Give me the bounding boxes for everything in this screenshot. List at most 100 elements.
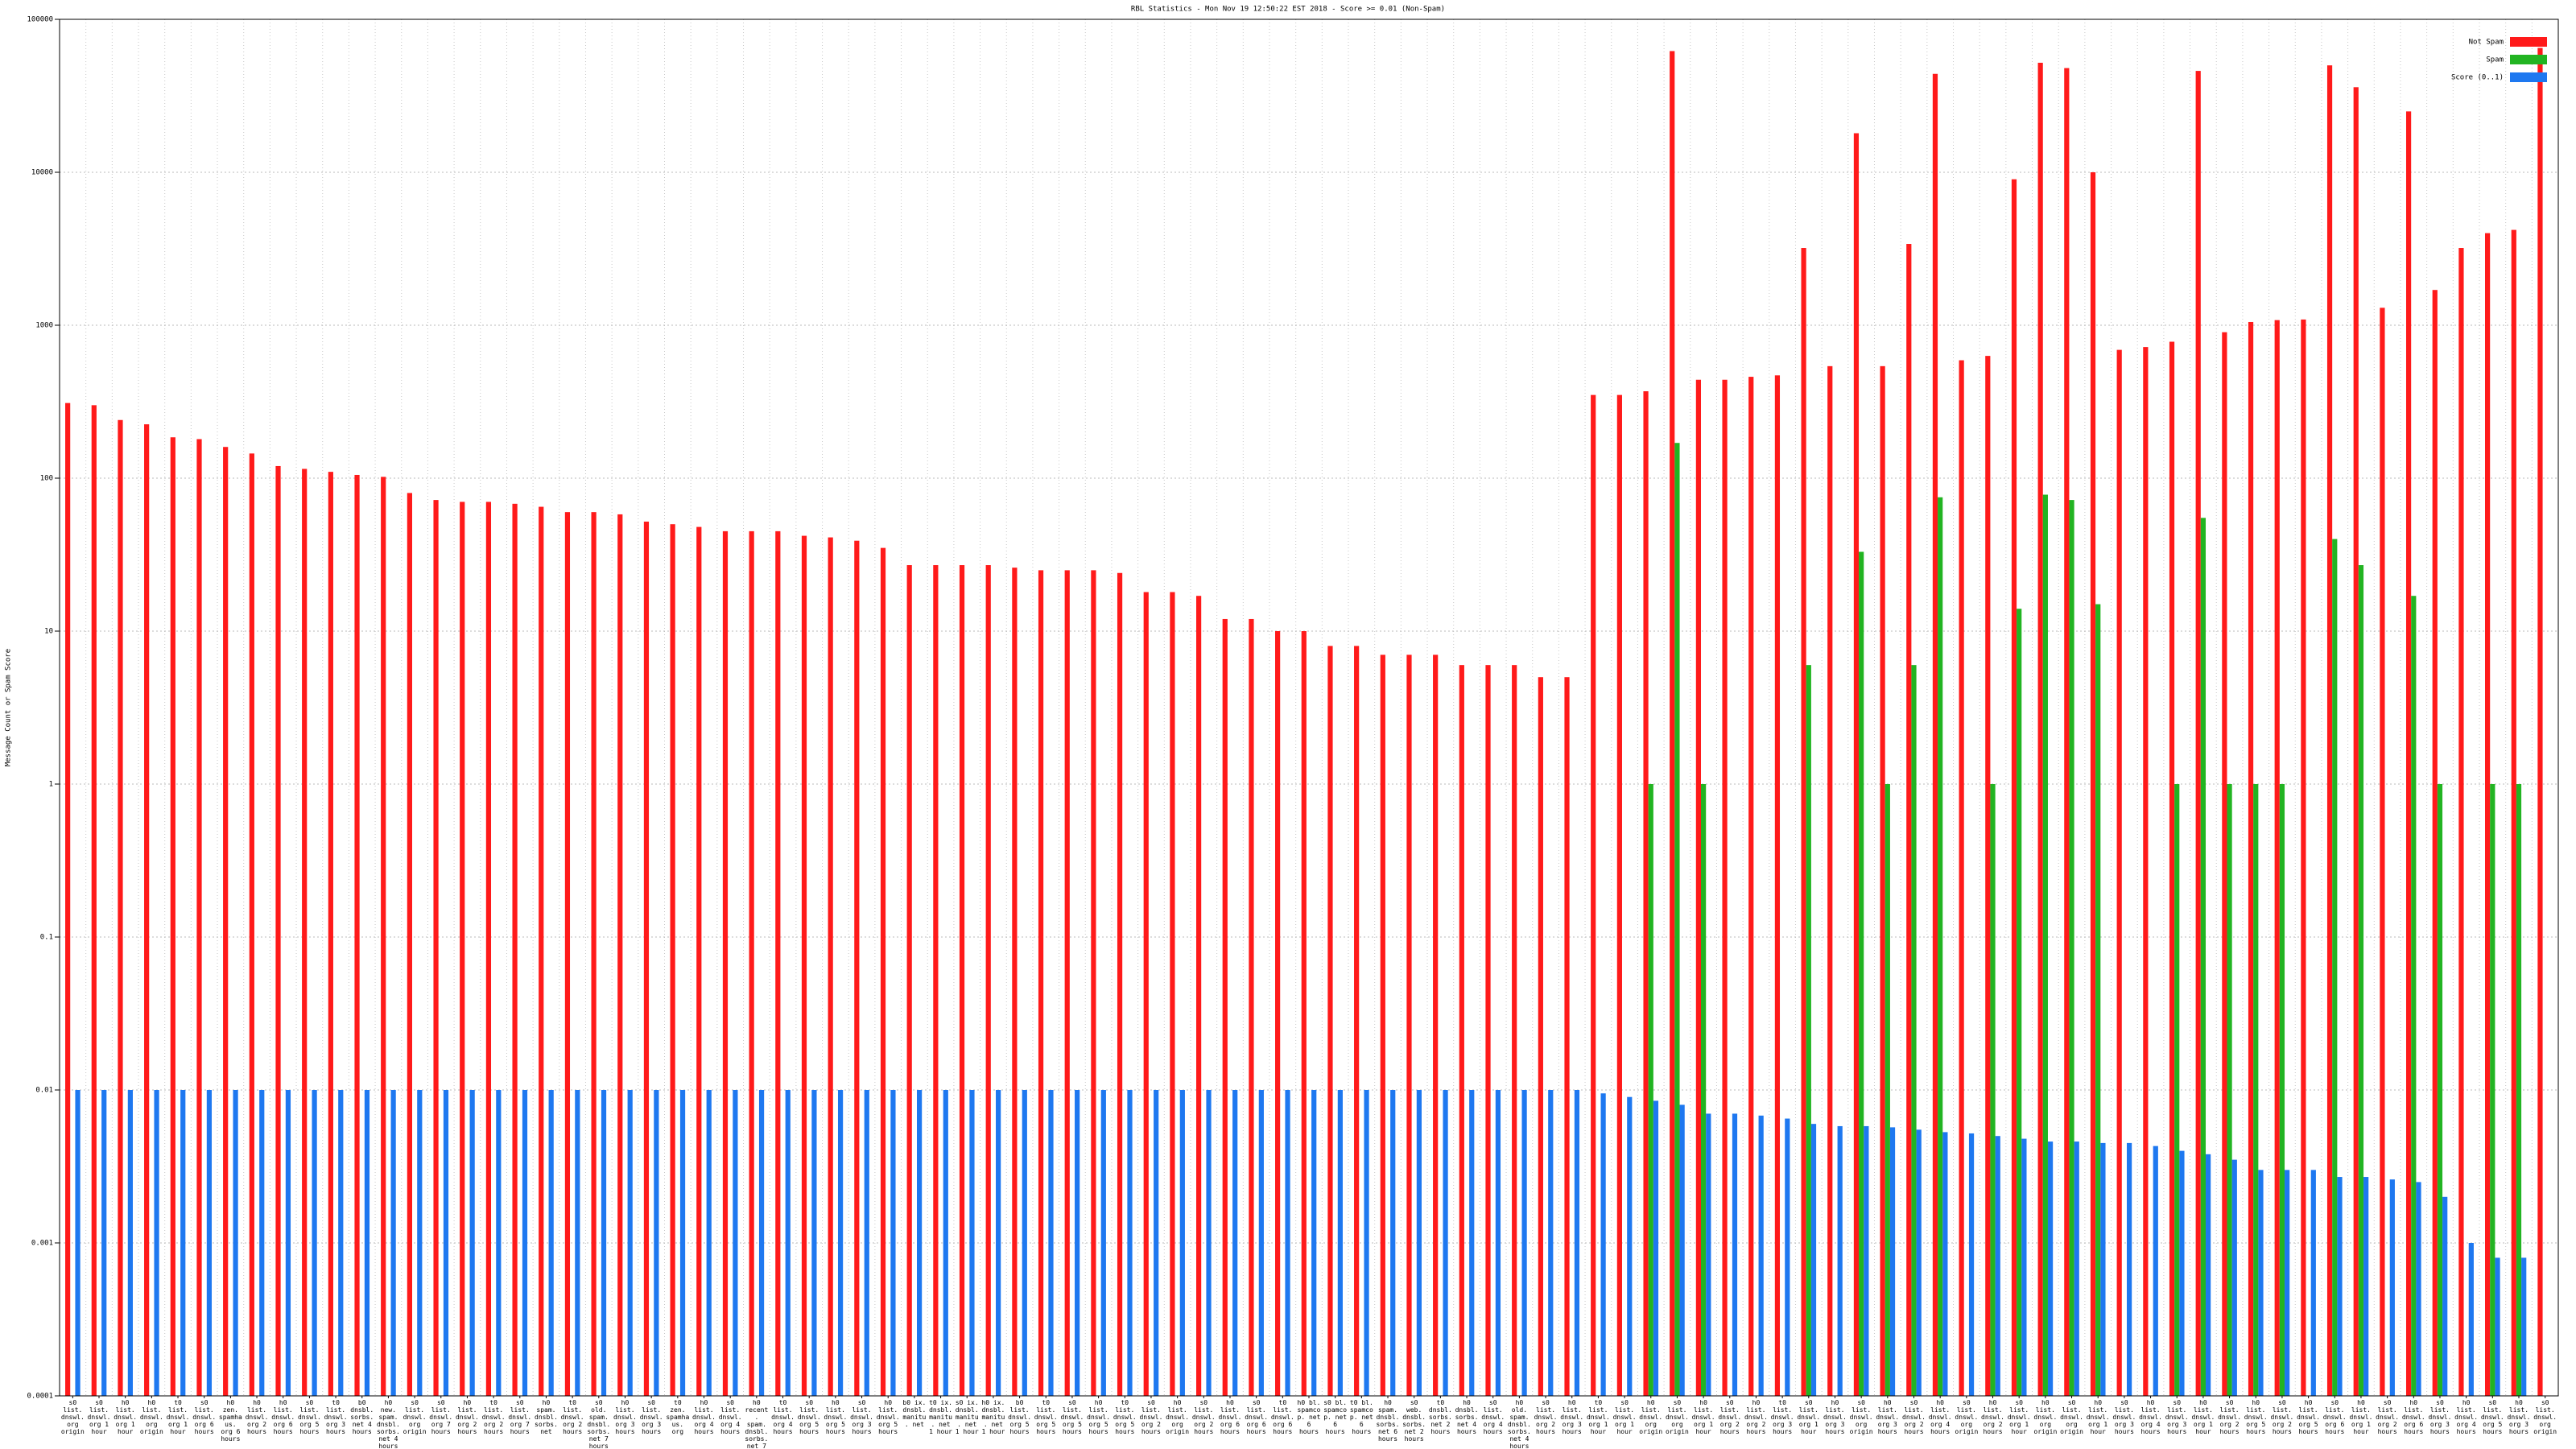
- bar: [1390, 1090, 1396, 1396]
- bar: [1380, 654, 1385, 1396]
- bar: [2458, 248, 2464, 1397]
- bar: [1127, 1090, 1133, 1396]
- x-tick-label: h0 old. spam. dnsbl. sorbs. net 4 hours: [1507, 1399, 1531, 1449]
- y-tick-label: 0.0001: [27, 1393, 53, 1401]
- x-tick-label: s0 list. dnswl. org 6 hours: [2322, 1399, 2347, 1435]
- bar: [1806, 665, 1811, 1396]
- x-tick-label: s0 list. dnswl. org origin: [1849, 1399, 1873, 1435]
- bar: [170, 437, 175, 1397]
- bar: [1521, 1090, 1527, 1396]
- bar: [65, 402, 71, 1397]
- bar: [1732, 1113, 1738, 1396]
- bar: [364, 1090, 370, 1396]
- bar: [1968, 1133, 1975, 1396]
- x-tick-label: s0 list. dnswl. org 6 hours: [192, 1399, 217, 1435]
- bar: [959, 565, 965, 1396]
- legend-swatch: [2510, 55, 2547, 64]
- bar: [1170, 592, 1175, 1396]
- bar: [1774, 375, 1781, 1397]
- bar: [1232, 1090, 1238, 1396]
- bar: [1758, 1115, 1764, 1396]
- bar: [2432, 290, 2438, 1396]
- x-tick-label: s0 list. dnswl. org 1 hour: [1612, 1399, 1637, 1435]
- bar: [2285, 1170, 2290, 1396]
- y-axis-label: Message Count or Spam Score: [5, 649, 13, 766]
- bar: [2405, 111, 2412, 1397]
- bar: [1038, 570, 1044, 1397]
- bar: [1311, 1090, 1317, 1396]
- bar: [1179, 1090, 1185, 1396]
- bar: [943, 1090, 948, 1396]
- x-tick-label: t0 list. dnswl. org 4 hours: [771, 1399, 795, 1435]
- x-tick-label: h0 bl. spamcop. net 6 hours: [1297, 1399, 1321, 1435]
- x-tick-label: h0 list. dnswl. org 3 hours: [613, 1399, 637, 1435]
- bar: [1100, 1090, 1106, 1396]
- bar: [1364, 1090, 1369, 1396]
- bar: [2337, 1177, 2343, 1396]
- bar: [775, 530, 781, 1396]
- bar: [617, 514, 623, 1396]
- bar: [1022, 1090, 1027, 1396]
- bar: [328, 472, 333, 1396]
- bar: [2274, 320, 2280, 1397]
- bar: [1538, 677, 1543, 1396]
- x-tick-label: b0 list. dnswl. org 5 hours: [1008, 1399, 1032, 1435]
- bar: [154, 1090, 159, 1396]
- bar: [1880, 365, 1885, 1396]
- bar: [2511, 229, 2516, 1396]
- x-tick-label: s0 list. dnswl. org 1 hour: [1797, 1399, 1821, 1435]
- bar: [1064, 570, 1070, 1397]
- bar: [601, 1090, 607, 1396]
- bar: [1591, 394, 1596, 1396]
- bar: [1512, 665, 1517, 1396]
- bar: [1916, 1129, 1922, 1396]
- x-tick-label: t0 ix. dnsbl. manitu. net 1 hour: [929, 1399, 952, 1435]
- bar: [2143, 347, 2149, 1396]
- y-tick-label: 1: [49, 781, 53, 789]
- bar: [548, 1090, 554, 1396]
- x-tick-label: s0 list. dnswl. org 7 hours: [429, 1399, 453, 1435]
- bar: [1643, 391, 1649, 1396]
- bar: [539, 506, 544, 1397]
- bar: [1853, 133, 1860, 1396]
- bar: [1985, 356, 1991, 1397]
- bar: [1670, 51, 1675, 1397]
- bar: [1012, 568, 1018, 1397]
- x-tick-label: h0 list. dnswl. org 2 hours: [245, 1399, 269, 1435]
- bar: [2037, 62, 2043, 1397]
- bar: [643, 521, 650, 1396]
- x-tick-label: t0 bl. spamcop. net 6 hours: [1349, 1399, 1373, 1435]
- bar: [2095, 604, 2101, 1396]
- bar: [1548, 1090, 1554, 1396]
- x-tick-label: s0 web. dnsbl. sorbs. net 2 hours: [1402, 1399, 1426, 1443]
- bar: [118, 419, 123, 1396]
- bar: [2326, 65, 2333, 1397]
- x-tick-label: h0 list. dnswl. org 4 hours: [2139, 1399, 2162, 1435]
- bar: [1091, 570, 1096, 1397]
- x-tick-label: h0 list. dnswl. org origin: [1166, 1399, 1190, 1435]
- x-tick-label: s0 list. dnswl. org origin: [1955, 1399, 1979, 1435]
- bar: [2495, 1257, 2500, 1396]
- x-tick-label: t0 list. dnswl. org 2 hours: [481, 1399, 506, 1435]
- bar: [1275, 631, 1281, 1396]
- x-tick-label: s0 list. dnswl. org 3 hours: [639, 1399, 663, 1435]
- bar: [2468, 1243, 2474, 1396]
- x-tick-label: t0 list. dnswl. org 3 hours: [324, 1399, 348, 1435]
- bar: [223, 447, 229, 1396]
- bar: [1885, 784, 1890, 1396]
- x-tick-label: s0 list. dnswl. org 5 hours: [1060, 1399, 1084, 1435]
- bar: [575, 1090, 580, 1396]
- x-tick-label: s0 list. dnswl. org origin: [2060, 1399, 2083, 1435]
- bar: [2258, 1170, 2264, 1396]
- bar: [733, 1090, 738, 1396]
- bar: [2358, 565, 2364, 1396]
- x-tick-label: s0 list. dnswl. org 2 hours: [1902, 1399, 1926, 1435]
- bar: [1932, 73, 1938, 1396]
- x-tick-label: h0 recent. spam. dnsbl. sorbs. net 7 hou…: [745, 1399, 769, 1449]
- bar: [2516, 784, 2522, 1396]
- x-tick-label: b0 ix. dnsbl. manitu. net: [902, 1399, 927, 1428]
- bar: [460, 502, 465, 1396]
- bar: [259, 1090, 265, 1396]
- bar: [433, 500, 439, 1396]
